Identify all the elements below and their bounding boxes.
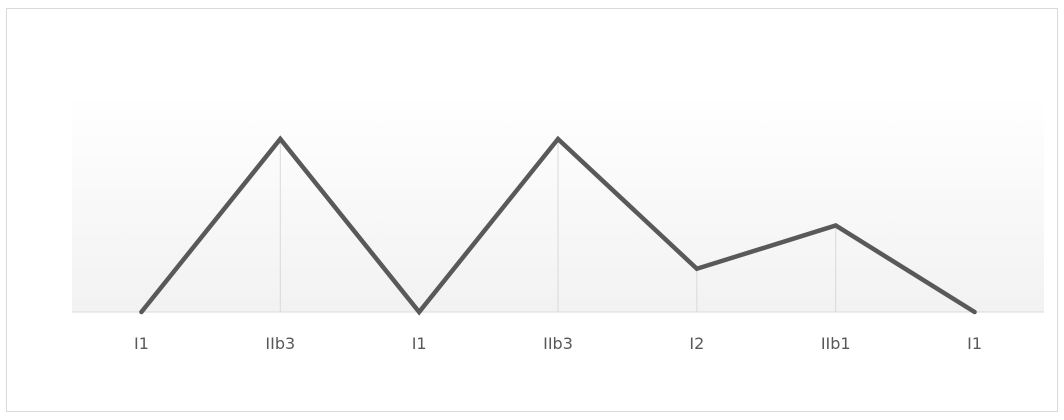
data-point [972,310,977,314]
x-tick-label: I1 [134,334,149,353]
series-group [139,135,977,316]
x-tick-label: I1 [412,334,427,353]
data-point [694,266,699,271]
data-point [278,137,283,141]
data-point [833,223,838,228]
data-point [417,310,422,314]
drop-lines [279,139,837,312]
x-axis-tick-labels: I1 IIb3 I1 IIb3 I2 IIb1 I1 [134,334,982,353]
x-tick-label: IIb3 [265,334,295,353]
data-point [556,137,560,141]
x-tick-label: IIb1 [821,334,851,353]
data-point [139,310,144,314]
x-tick-label: IIb3 [543,334,573,353]
x-tick-label: I1 [967,334,982,353]
x-tick-label: I2 [689,334,704,353]
